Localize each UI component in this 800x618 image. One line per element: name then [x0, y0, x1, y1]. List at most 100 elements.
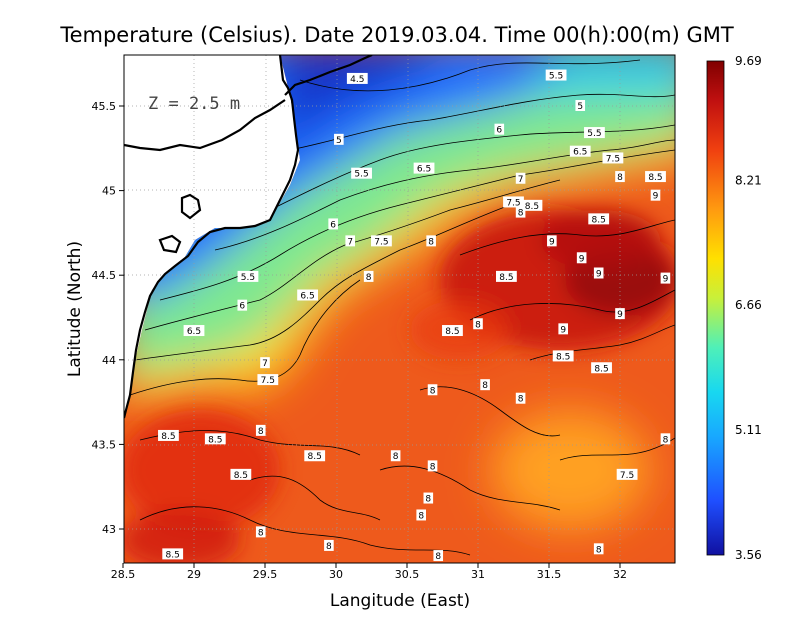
contour-label-box — [426, 235, 436, 247]
contour-label: 6.5 — [413, 162, 435, 175]
contour-label-box — [162, 548, 184, 560]
contour-label-text: 8.5 — [234, 471, 248, 481]
contour-label-box — [363, 270, 374, 282]
depth-annotation: Z = 2.5 m — [148, 94, 240, 114]
contour-label-box — [413, 162, 435, 174]
contour-label-box — [650, 189, 661, 201]
contour-label-box — [503, 196, 524, 208]
contour-label-box — [423, 492, 434, 504]
contour-label-text: 6.5 — [417, 165, 431, 175]
contour-label-text: 8 — [475, 320, 481, 330]
contour-label: 6 — [494, 123, 505, 136]
contour-label: 8.5 — [645, 171, 666, 183]
contour-label: 5.5 — [351, 167, 372, 180]
contour-label-text: 7 — [347, 237, 353, 247]
contour-label-text: 8 — [663, 435, 669, 445]
contour-label: 8.5 — [521, 199, 543, 212]
contour-label-box — [558, 323, 568, 335]
contour-label-box — [297, 289, 318, 301]
contour-label: 9 — [650, 189, 661, 202]
contour-label-box — [237, 270, 259, 282]
x-tick-label: 32 — [613, 568, 627, 581]
contour-label-box — [345, 235, 355, 247]
contour-label: 7.5 — [616, 468, 638, 481]
contour-label-text: 5 — [577, 102, 583, 112]
contour-label-text: 9 — [596, 270, 602, 280]
contour-label-box — [515, 206, 526, 218]
contour-label-text: 4.5 — [350, 75, 364, 85]
contour-label-text: 7.5 — [620, 471, 634, 481]
contour-label: 8.5 — [591, 362, 612, 374]
contour-label: 8.5 — [588, 213, 610, 225]
contour-label: 9 — [615, 308, 625, 320]
y-axis-label: Latitude (North) — [65, 241, 85, 377]
contour-label-box — [660, 433, 671, 445]
y-tick-label: 44 — [102, 354, 116, 367]
colorbar: 9.69 8.21 6.66 5.11 3.56 — [706, 54, 762, 562]
contour-label-box — [515, 172, 526, 184]
contour-label: 9 — [576, 252, 587, 264]
chart-title: Temperature (Celsius). Date 2019.03.04. … — [59, 23, 734, 47]
colorbar-tick-label: 9.69 — [735, 54, 762, 68]
contour-label-text: 5.5 — [241, 273, 255, 283]
contour-label: 5.5 — [545, 69, 567, 82]
contour-label: 8.5 — [158, 429, 179, 442]
contour-label-box — [433, 550, 444, 562]
contour-label-box — [575, 100, 586, 111]
contour-label-box — [602, 152, 624, 164]
x-tick-label: 29.5 — [253, 568, 278, 581]
contour-label-box — [552, 350, 574, 362]
contour-label: 8.5 — [304, 450, 326, 462]
contour-label-box — [494, 123, 505, 135]
contour-label-text: 8.5 — [308, 452, 322, 462]
contour-label-box — [351, 167, 372, 179]
contour-label-box — [591, 362, 612, 374]
contour-label: 6.5 — [569, 145, 591, 158]
contour-label: 5.5 — [237, 270, 259, 283]
x-axis: 28.5 29 29.5 30 30.5 31 31.5 32 Langitude (East… — [111, 563, 627, 611]
colorbar-tick-label: 3.56 — [735, 548, 762, 562]
contour-label-box — [615, 308, 625, 320]
contour-label-text: 5.5 — [354, 170, 368, 180]
contour-label-box — [255, 526, 266, 538]
contour-label: 8 — [593, 543, 604, 555]
contour-label: 8.5 — [162, 548, 184, 560]
contour-label: 9 — [593, 267, 604, 280]
contour-label: 8 — [390, 450, 401, 462]
y-tick-label: 45.5 — [92, 100, 117, 113]
contour-label-text: 8.5 — [592, 215, 606, 225]
colorbar-tick-label: 6.66 — [735, 298, 762, 312]
contour-label: 8 — [426, 235, 436, 247]
contour-label-box — [660, 272, 671, 284]
contour-label-box — [569, 145, 591, 157]
contour-label: 8 — [615, 171, 625, 183]
contour-label-text: 9 — [663, 275, 669, 285]
contour-label: 7 — [345, 235, 355, 247]
contour-label-text: 7.5 — [506, 198, 520, 208]
contour-label-box — [442, 325, 463, 337]
y-tick-label: 43 — [102, 523, 116, 536]
contour-label-box — [183, 325, 205, 337]
contour-label-box — [237, 299, 248, 311]
contour-label: 8 — [416, 509, 426, 521]
contour-label-box — [615, 171, 625, 183]
x-axis-label: Langitude (East) — [330, 591, 470, 611]
coastline — [124, 55, 373, 419]
contour-label-box — [260, 357, 270, 369]
contour-label-box — [473, 318, 483, 330]
contour-label: 8.5 — [442, 325, 463, 337]
contour-label-box — [427, 460, 438, 472]
contour-label: 9 — [660, 272, 671, 285]
contour-label: 6.5 — [297, 289, 318, 302]
contour-label: 8 — [515, 392, 526, 405]
contour-label: 6 — [328, 218, 338, 230]
contour-label: 8.5 — [496, 270, 517, 283]
y-tick-label: 43.5 — [92, 438, 117, 451]
contour-label: 7.5 — [503, 196, 524, 208]
contour-label: 8 — [660, 433, 671, 445]
contour-label-text: 7 — [518, 175, 524, 185]
contour-label-box — [480, 379, 490, 391]
plot-frame — [123, 54, 676, 564]
